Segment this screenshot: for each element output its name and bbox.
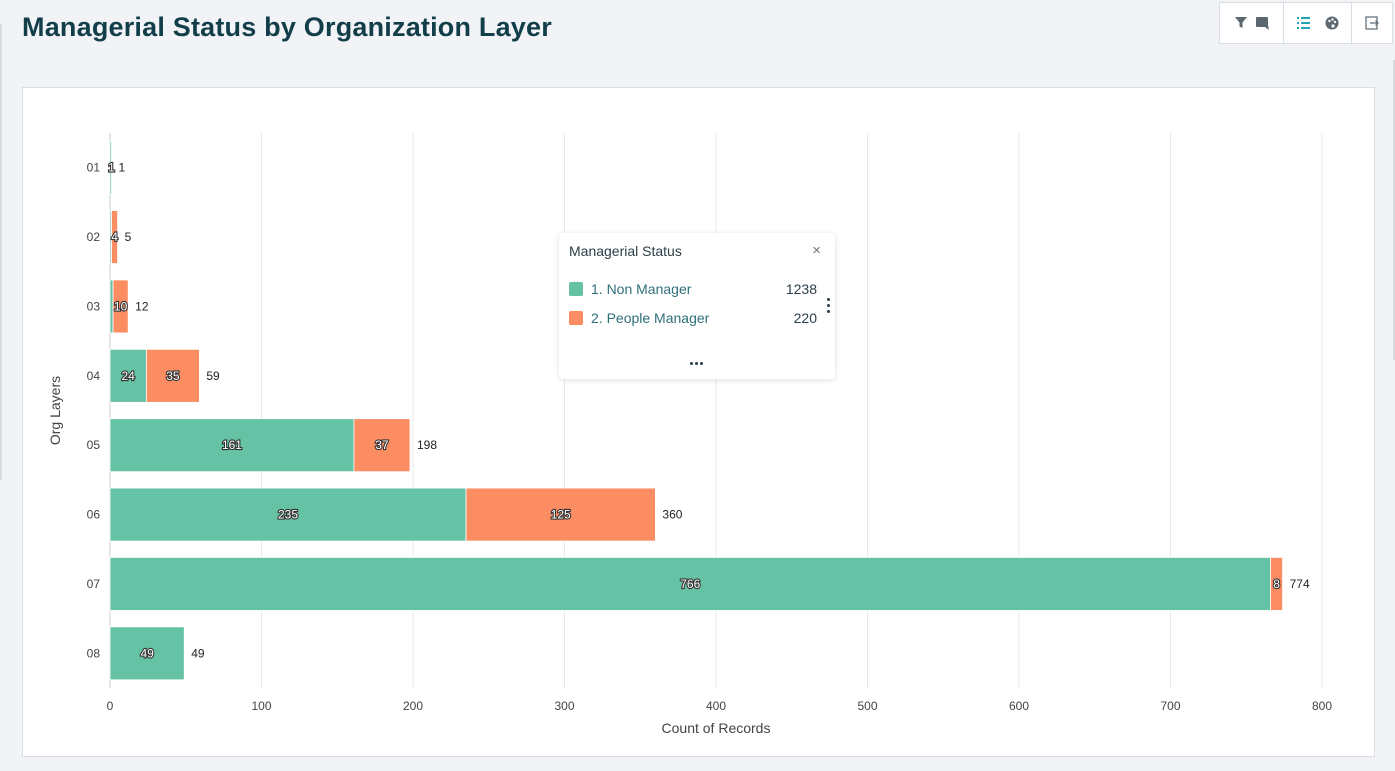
bar-data-label: 1 bbox=[108, 161, 115, 175]
y-tick-label: 04 bbox=[87, 369, 101, 383]
x-tick-label: 100 bbox=[251, 699, 271, 713]
x-tick-label: 0 bbox=[107, 699, 114, 713]
x-tick-label: 200 bbox=[403, 699, 423, 713]
toolbar-group-filter bbox=[1220, 3, 1284, 43]
toolbar-group-export bbox=[1352, 3, 1392, 43]
right-divider bbox=[1393, 60, 1395, 360]
legend-menu-icon[interactable] bbox=[825, 297, 833, 315]
bar-total-label: 360 bbox=[662, 508, 682, 522]
legend-item-count: 220 bbox=[793, 310, 817, 326]
y-tick-label: 06 bbox=[87, 508, 101, 522]
legend-item-non-manager[interactable]: 1. Non Manager 1238 bbox=[569, 279, 817, 299]
bar-total-label: 198 bbox=[417, 438, 437, 452]
bar-data-label: 235 bbox=[278, 508, 298, 522]
legend-more-icon[interactable] bbox=[689, 361, 705, 367]
legend-swatch-people-manager bbox=[569, 311, 583, 325]
x-tick-label: 700 bbox=[1160, 699, 1180, 713]
x-tick-label: 300 bbox=[554, 699, 574, 713]
bar-segment bbox=[112, 279, 129, 334]
x-tick-label: 400 bbox=[706, 699, 726, 713]
bar-segment bbox=[109, 348, 147, 403]
bar-segment bbox=[1270, 557, 1284, 611]
bar-total-label: 5 bbox=[125, 230, 132, 244]
legend-item-label: 1. Non Manager bbox=[591, 281, 692, 297]
y-axis-title: Org Layers bbox=[47, 376, 63, 445]
y-tick-label: 02 bbox=[87, 230, 101, 244]
export-icon[interactable] bbox=[1364, 15, 1380, 31]
bar-total-label: 1 bbox=[119, 161, 126, 175]
x-axis-title: Count of Records bbox=[662, 720, 771, 736]
legend-swatch-non-manager bbox=[569, 282, 583, 296]
legend-item-count: 1238 bbox=[785, 281, 817, 297]
bar-segment bbox=[109, 626, 185, 681]
bar-data-label: 49 bbox=[140, 646, 154, 660]
bar-segment bbox=[109, 418, 355, 473]
bar-segment bbox=[145, 348, 200, 403]
bar-segment bbox=[109, 279, 114, 334]
filter-icon[interactable] bbox=[1233, 15, 1249, 31]
bar-data-label: 35 bbox=[166, 369, 180, 383]
bar-segment bbox=[353, 418, 411, 473]
bar-data-label: 161 bbox=[222, 438, 242, 452]
y-tick-label: 07 bbox=[87, 577, 101, 591]
x-tick-label: 600 bbox=[1009, 699, 1029, 713]
y-tick-label: 05 bbox=[87, 438, 101, 452]
bar-data-label: 8 bbox=[1273, 577, 1280, 591]
bar-total-label: 12 bbox=[135, 299, 149, 313]
y-tick-label: 08 bbox=[87, 646, 101, 660]
palette-icon[interactable] bbox=[1324, 15, 1340, 31]
list-icon[interactable] bbox=[1296, 15, 1312, 31]
page-title: Managerial Status by Organization Layer bbox=[22, 12, 552, 42]
left-divider bbox=[0, 24, 2, 480]
bar-data-label: 24 bbox=[122, 369, 136, 383]
chart-toolbar bbox=[1219, 2, 1393, 44]
legend-close-button[interactable]: × bbox=[812, 242, 821, 259]
y-tick-label: 03 bbox=[87, 299, 101, 313]
bar-data-label: 766 bbox=[680, 577, 700, 591]
bar-data-label: 37 bbox=[375, 438, 389, 452]
bar-segment bbox=[111, 210, 118, 264]
x-tick-label: 800 bbox=[1312, 699, 1332, 713]
legend-popover: Managerial Status × 1. Non Manager 1238 … bbox=[559, 233, 835, 379]
bar-total-label: 59 bbox=[206, 369, 220, 383]
y-tick-label: 01 bbox=[87, 161, 101, 175]
toolbar-group-view bbox=[1284, 3, 1352, 43]
bar-total-label: 49 bbox=[191, 646, 205, 660]
bar-data-label: 125 bbox=[551, 508, 571, 522]
bar-segment bbox=[465, 487, 656, 542]
legend-title: Managerial Status bbox=[569, 243, 682, 259]
bar-data-label: 4 bbox=[111, 230, 118, 244]
legend-item-people-manager[interactable]: 2. People Manager 220 bbox=[569, 308, 817, 328]
x-tick-label: 500 bbox=[857, 699, 877, 713]
bar-total-label: 774 bbox=[1290, 577, 1310, 591]
bar-segment bbox=[109, 140, 112, 195]
bar-data-label: 10 bbox=[114, 299, 128, 313]
comment-icon[interactable] bbox=[1255, 15, 1271, 31]
legend-item-label: 2. People Manager bbox=[591, 310, 710, 326]
